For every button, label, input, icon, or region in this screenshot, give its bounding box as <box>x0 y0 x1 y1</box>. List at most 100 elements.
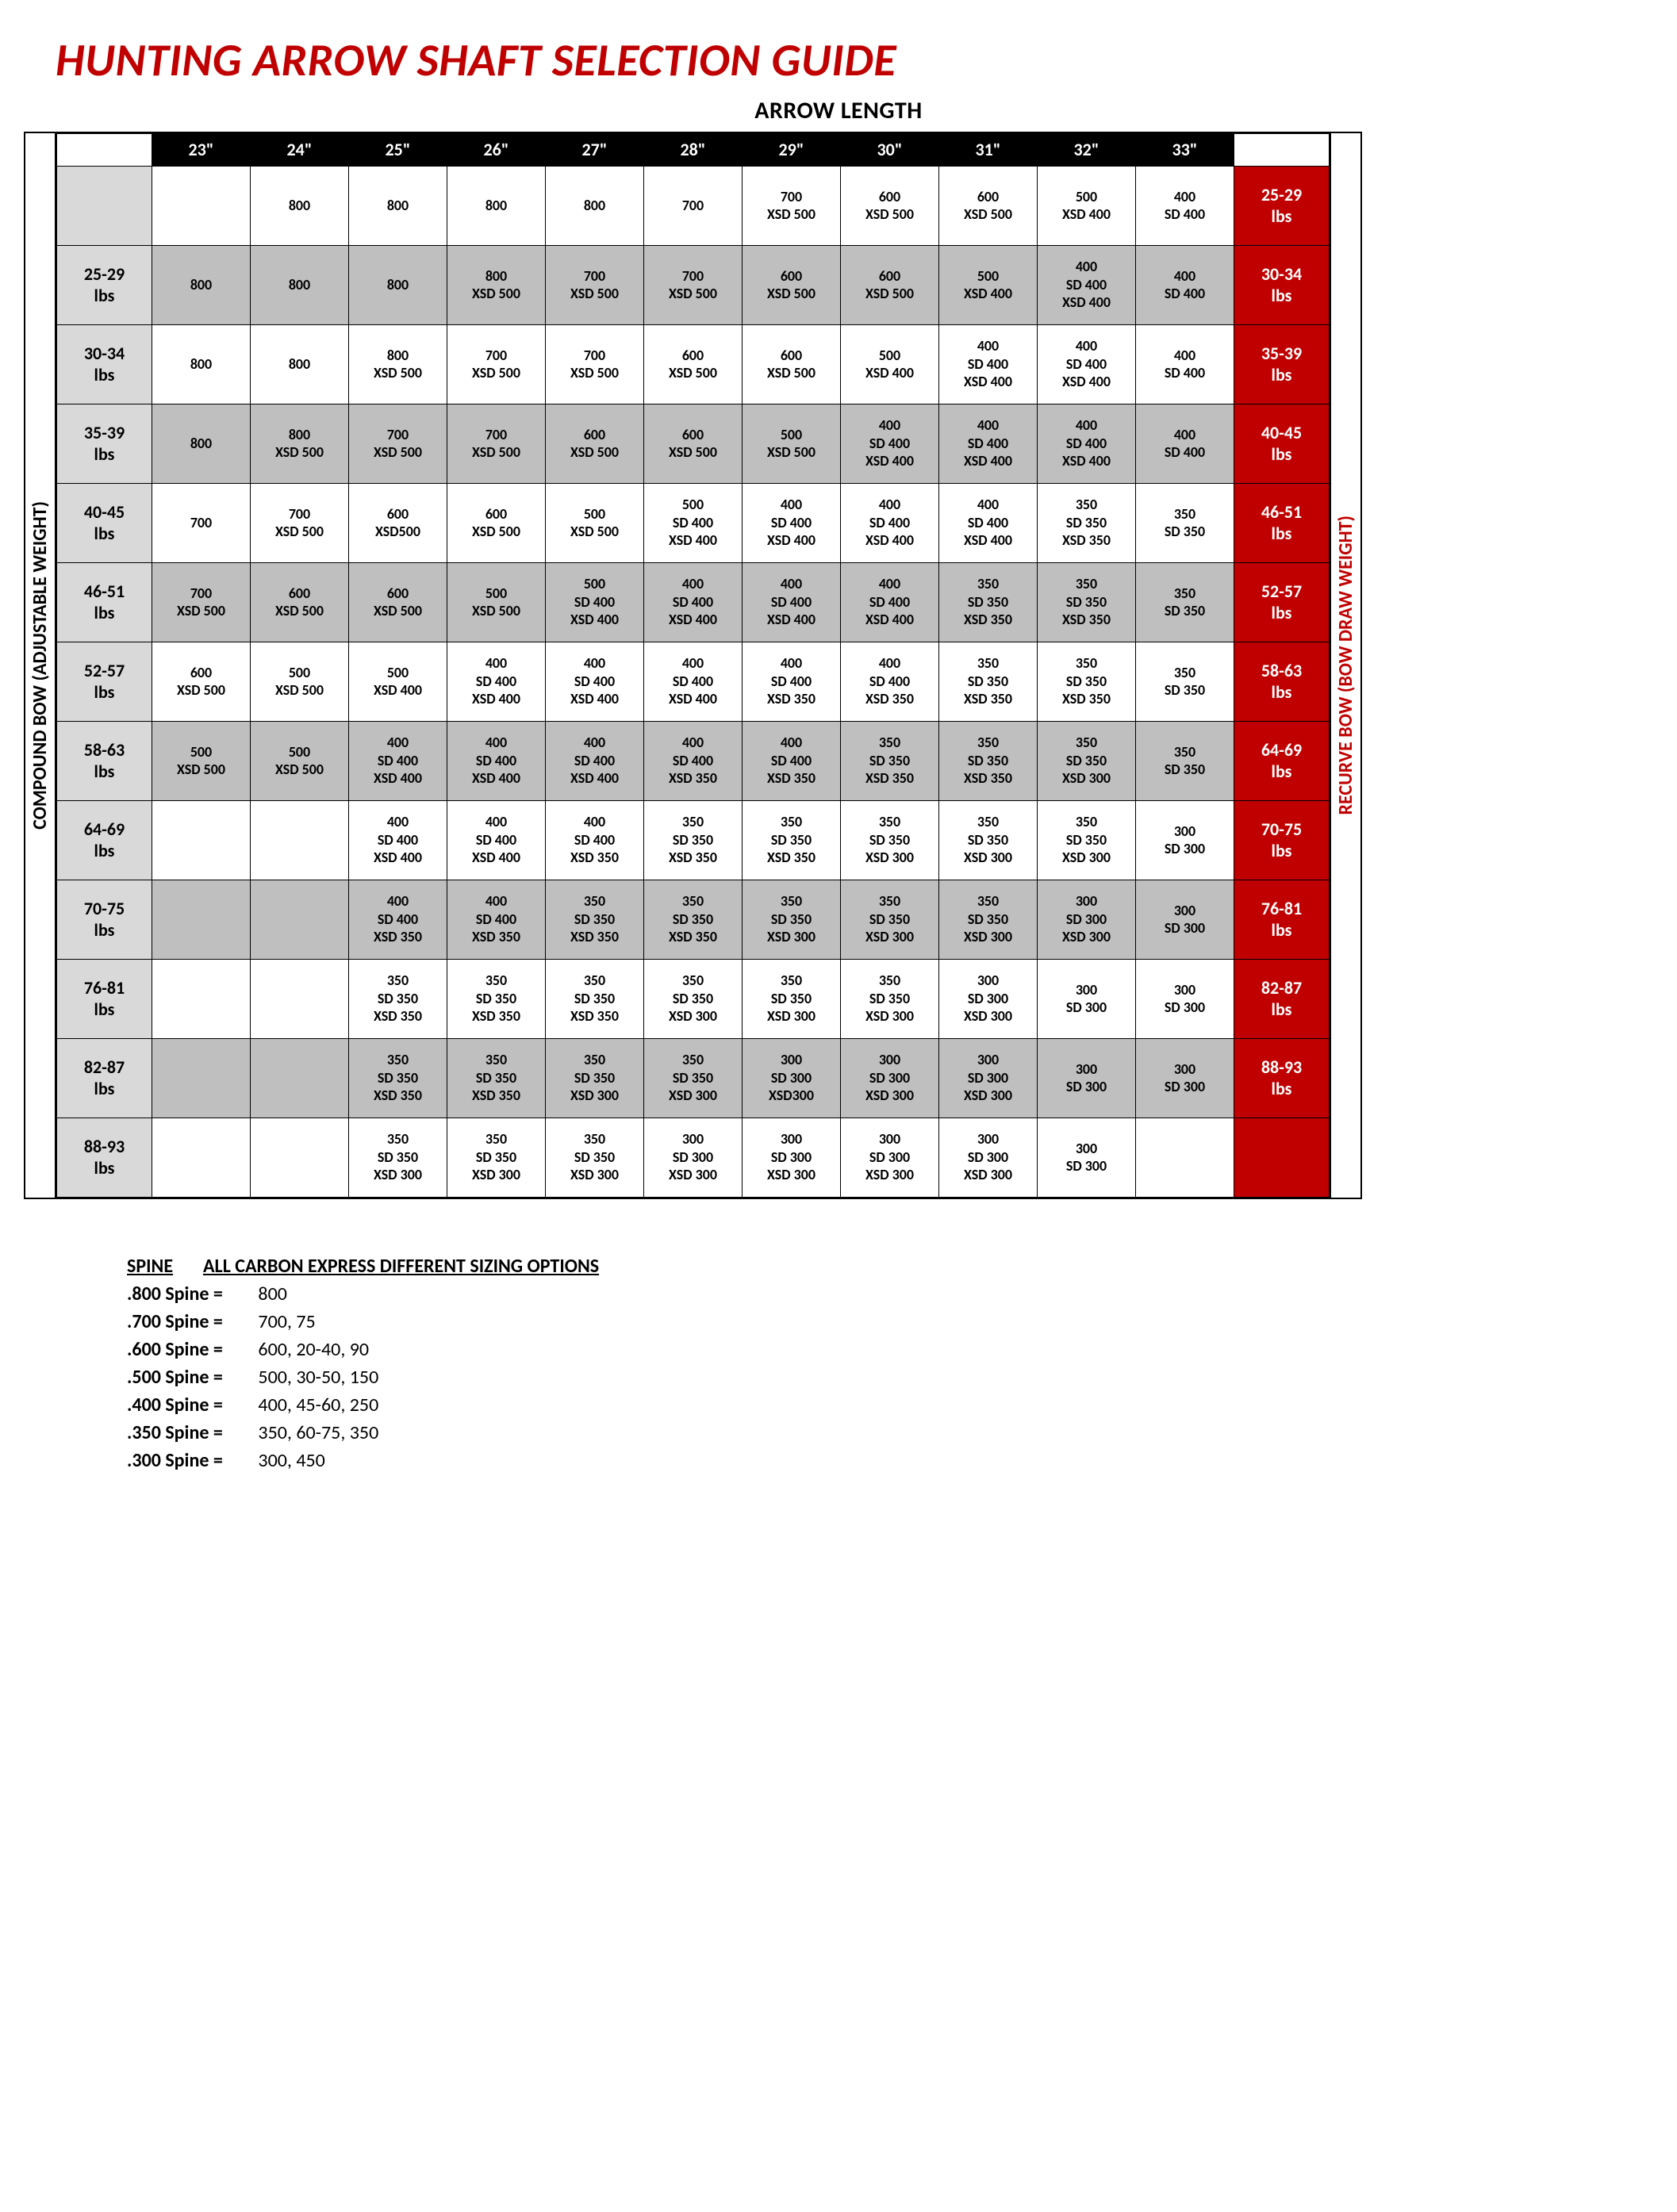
chart-layout: COMPOUND BOW (ADJUSTABLE WEIGHT) 23"24"2… <box>24 132 1653 1199</box>
spine-cell: 600XSD 500 <box>349 562 447 642</box>
selection-grid: 23"24"25"26"27"28"29"30"31"32"33"8008008… <box>56 133 1330 1198</box>
spine-cell: 700 <box>152 483 251 562</box>
spine-cell: 600XSD 500 <box>841 245 939 324</box>
spine-cell: 600XSD500 <box>349 483 447 562</box>
spine-cell: 500XSD 500 <box>447 562 546 642</box>
spine-cell: 350SD 350XSD 300 <box>743 959 841 1038</box>
spine-cell: 700XSD 500 <box>447 324 546 404</box>
spine-cell: 350SD 350XSD 300 <box>1038 721 1136 800</box>
spine-cell: 350SD 350XSD 300 <box>546 1038 644 1118</box>
spine-cell: 350SD 350XSD 350 <box>644 880 743 959</box>
legend-value: 700, 75 <box>254 1310 316 1333</box>
col-header: 23" <box>152 134 251 167</box>
spine-cell: 800 <box>349 245 447 324</box>
legend-value: 300, 450 <box>254 1449 325 1472</box>
spine-cell: 400SD 400XSD 350 <box>841 642 939 721</box>
spine-cell: 300SD 300XSD 300 <box>841 1118 939 1197</box>
spine-cell: 350SD 350 <box>1136 721 1234 800</box>
spine-cell: 350SD 350XSD 350 <box>349 959 447 1038</box>
spine-cell: 400SD 400XSD 350 <box>546 800 644 880</box>
spine-cell: 600XSD 500 <box>644 404 743 483</box>
recurve-lbs-label: 88-93lbs <box>1234 1038 1330 1118</box>
spine-cell: 350SD 350XSD 350 <box>939 562 1038 642</box>
recurve-lbs-label: 35-39lbs <box>1234 324 1330 404</box>
spine-cell <box>152 800 251 880</box>
legend-key: .350 Spine = <box>127 1421 254 1444</box>
legend-value: 400, 45-60, 250 <box>254 1394 378 1417</box>
spine-cell: 500XSD 400 <box>1038 166 1136 245</box>
spine-cell: 400SD 400XSD 400 <box>939 404 1038 483</box>
compound-lbs-label: 70-75lbs <box>57 880 152 959</box>
compound-lbs-label: 35-39lbs <box>57 404 152 483</box>
recurve-lbs-label: 64-69lbs <box>1234 721 1330 800</box>
spine-cell <box>1136 1118 1234 1197</box>
spine-cell: 350SD 350XSD 350 <box>841 721 939 800</box>
legend-row: .800 Spine = 800 <box>127 1282 1653 1305</box>
recurve-lbs-label: 82-87lbs <box>1234 959 1330 1038</box>
spine-cell <box>152 959 251 1038</box>
recurve-lbs-label <box>1234 1118 1330 1197</box>
spine-cell: 400SD 400 <box>1136 166 1234 245</box>
spine-cell: 400SD 400XSD 400 <box>447 642 546 721</box>
legend-key: .400 Spine = <box>127 1394 254 1417</box>
spine-cell: 500XSD 500 <box>743 404 841 483</box>
spine-cell: 500XSD 400 <box>841 324 939 404</box>
spine-cell: 400SD 400XSD 400 <box>743 483 841 562</box>
spine-cell: 400SD 400XSD 400 <box>1038 324 1136 404</box>
spine-cell: 700XSD 500 <box>349 404 447 483</box>
recurve-lbs-label: 46-51lbs <box>1234 483 1330 562</box>
spine-cell: 300SD 300 <box>1038 1118 1136 1197</box>
spine-cell: 400SD 400XSD 400 <box>1038 245 1136 324</box>
spine-cell: 800XSD 500 <box>349 324 447 404</box>
spine-cell: 300SD 300XSD 300 <box>743 1118 841 1197</box>
spine-cell: 300SD 300XSD300 <box>743 1038 841 1118</box>
spine-cell: 400SD 400XSD 400 <box>349 800 447 880</box>
spine-legend: SPINE ALL CARBON EXPRESS DIFFERENT SIZIN… <box>127 1255 1653 1472</box>
recurve-lbs-label: 58-63lbs <box>1234 642 1330 721</box>
selection-grid-wrap: 23"24"25"26"27"28"29"30"31"32"33"8008008… <box>55 132 1331 1199</box>
legend-key: .700 Spine = <box>127 1310 254 1333</box>
spine-cell: 350SD 350XSD 350 <box>939 721 1038 800</box>
legend-value: 600, 20-40, 90 <box>254 1338 369 1361</box>
spine-cell: 500XSD 500 <box>152 721 251 800</box>
spine-cell: 700XSD 500 <box>447 404 546 483</box>
col-header: 28" <box>644 134 743 167</box>
spine-cell: 300SD 300 <box>1136 800 1234 880</box>
legend-key: .600 Spine = <box>127 1338 254 1361</box>
spine-cell: 350SD 350XSD 350 <box>349 1038 447 1118</box>
spine-cell: 800 <box>251 166 349 245</box>
header-corner-right <box>1234 134 1330 167</box>
col-header: 32" <box>1038 134 1136 167</box>
spine-cell: 300SD 300XSD 300 <box>939 1038 1038 1118</box>
spine-cell: 350SD 350XSD 300 <box>743 880 841 959</box>
spine-cell: 800 <box>251 245 349 324</box>
spine-cell: 700XSD 500 <box>546 324 644 404</box>
col-header: 24" <box>251 134 349 167</box>
spine-cell: 600XSD 500 <box>743 245 841 324</box>
spine-cell <box>152 166 251 245</box>
spine-cell: 400SD 400XSD 400 <box>841 483 939 562</box>
spine-cell: 350SD 350 <box>1136 642 1234 721</box>
legend-value: 800 <box>254 1282 287 1305</box>
spine-cell: 350SD 350XSD 300 <box>1038 800 1136 880</box>
compound-lbs-label: 88-93lbs <box>57 1118 152 1197</box>
recurve-lbs-label: 76-81lbs <box>1234 880 1330 959</box>
page-title: HUNTING ARROW SHAFT SELECTION GUIDE <box>56 32 1653 88</box>
recurve-lbs-label: 70-75lbs <box>1234 800 1330 880</box>
spine-cell: 600XSD 500 <box>546 404 644 483</box>
compound-lbs-label: 30-34lbs <box>57 324 152 404</box>
spine-cell: 400SD 400XSD 400 <box>644 642 743 721</box>
spine-cell: 300SD 300XSD 300 <box>939 959 1038 1038</box>
right-axis-wrap: RECURVE BOW (BOW DRAW WEIGHT) <box>1331 132 1362 1199</box>
spine-cell: 400SD 400XSD 400 <box>841 404 939 483</box>
spine-cell: 700 <box>644 166 743 245</box>
recurve-bow-axis-label: RECURVE BOW (BOW DRAW WEIGHT) <box>1331 512 1360 818</box>
spine-cell: 600XSD 500 <box>152 642 251 721</box>
legend-row: .350 Spine = 350, 60-75, 350 <box>127 1421 1653 1444</box>
spine-cell: 300SD 300 <box>1136 1038 1234 1118</box>
spine-cell: 600XSD 500 <box>939 166 1038 245</box>
spine-cell: 500XSD 500 <box>251 721 349 800</box>
spine-cell: 700XSD 500 <box>251 483 349 562</box>
spine-cell: 400SD 400XSD 400 <box>939 324 1038 404</box>
spine-cell: 400SD 400XSD 400 <box>644 562 743 642</box>
